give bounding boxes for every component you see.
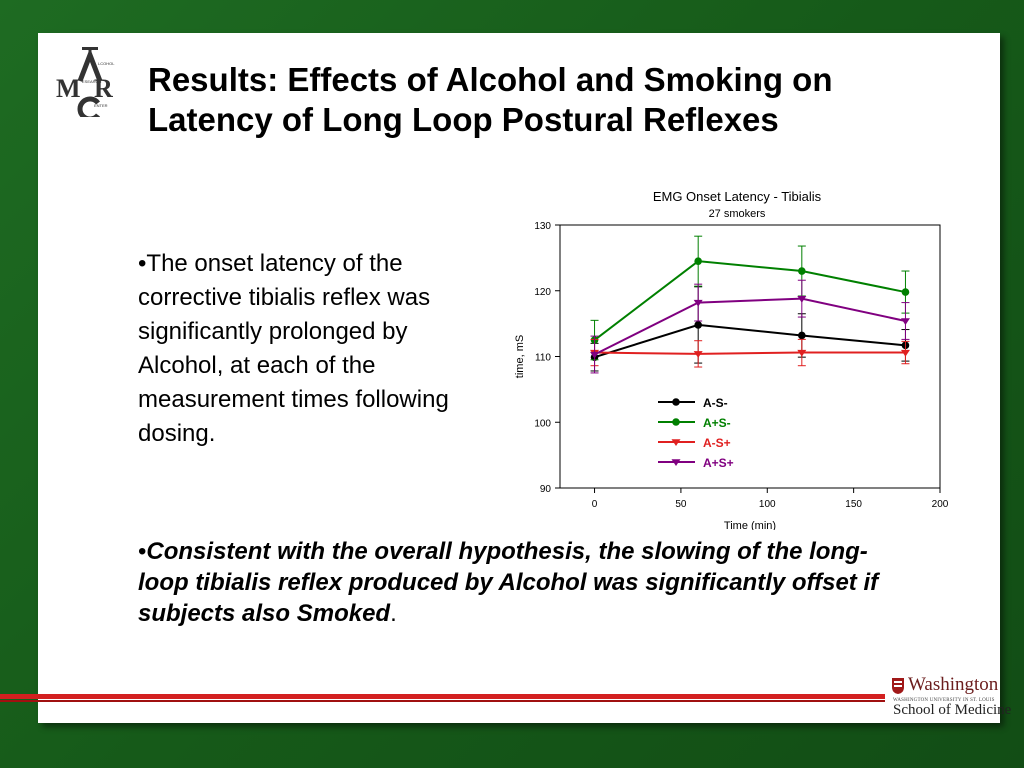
slide-title: Results: Effects of Alcohol and Smoking … bbox=[148, 61, 833, 138]
x-tick-label: 0 bbox=[592, 499, 598, 510]
svg-text:M: M bbox=[56, 74, 81, 103]
body-bullet: •The onset latency of the corrective tib… bbox=[138, 250, 449, 447]
x-tick-label: 100 bbox=[759, 499, 776, 510]
x-tick-label: 50 bbox=[675, 499, 687, 510]
data-point bbox=[798, 267, 806, 275]
legend-label: A-S+ bbox=[703, 436, 731, 450]
svg-text:ENTER: ENTER bbox=[94, 103, 108, 108]
legend-label: A+S- bbox=[703, 416, 731, 430]
data-point bbox=[797, 295, 807, 303]
plot-frame bbox=[559, 224, 941, 489]
svg-text:ESEARCH: ESEARCH bbox=[82, 79, 101, 84]
y-tick-label: 110 bbox=[535, 353, 551, 364]
footer-rule-shadow bbox=[0, 700, 885, 702]
x-axis-label: Time (min) bbox=[724, 520, 776, 530]
data-point bbox=[900, 318, 910, 326]
data-point bbox=[693, 351, 703, 358]
data-point bbox=[901, 288, 910, 296]
conclusion-bullet: •Consistent with the overall hypothesis,… bbox=[138, 536, 898, 629]
alcohol-research-center-logo: M R LCOHOL ESEARCH ENTER bbox=[56, 47, 115, 117]
legend-marker bbox=[671, 459, 681, 467]
svg-text:R: R bbox=[94, 74, 113, 103]
x-tick-label: 150 bbox=[845, 499, 862, 510]
school-of-medicine-label: School of Medicine bbox=[893, 702, 1012, 718]
footer-rule bbox=[0, 694, 885, 699]
data-point bbox=[798, 331, 806, 340]
series-line bbox=[594, 351, 906, 355]
y-tick-label: 130 bbox=[534, 221, 551, 232]
washington-subline: WASHINGTON UNIVERSITY IN ST. LOUIS bbox=[893, 698, 995, 703]
legend-marker bbox=[671, 439, 681, 447]
data-point bbox=[694, 321, 702, 329]
conclusion-emphasis: Consistent with the overall hypothesis, … bbox=[138, 538, 879, 627]
emg-latency-chart: EMG Onset Latency - Tibialis 27 smokers 90… bbox=[514, 189, 949, 530]
legend-label: A+S+ bbox=[703, 456, 734, 470]
washington-wordmark: Washington bbox=[908, 674, 999, 695]
data-point bbox=[693, 299, 703, 307]
slide-card bbox=[38, 33, 1000, 723]
chart-subtitle: 27 smokers bbox=[709, 208, 766, 220]
data-point bbox=[900, 349, 910, 357]
svg-text:LCOHOL: LCOHOL bbox=[98, 61, 115, 66]
series-line bbox=[593, 260, 906, 341]
bullet-glyph: • bbox=[138, 538, 147, 565]
data-point bbox=[694, 257, 702, 265]
series-line bbox=[594, 297, 906, 356]
data-point bbox=[590, 351, 600, 359]
series-line bbox=[594, 323, 906, 359]
legend-marker bbox=[672, 398, 680, 406]
conclusion-period: . bbox=[390, 600, 397, 627]
chart-title: EMG Onset Latency - Tibialis bbox=[653, 189, 822, 204]
y-axis-label: time, mS bbox=[514, 335, 526, 378]
y-tick-label: 90 bbox=[540, 484, 552, 495]
legend-label: A-S- bbox=[703, 396, 728, 410]
y-tick-label: 120 bbox=[534, 287, 551, 298]
washington-shield-icon bbox=[892, 678, 904, 694]
x-tick-label: 200 bbox=[932, 499, 949, 510]
data-point bbox=[797, 349, 807, 357]
legend-marker bbox=[672, 418, 680, 426]
y-tick-label: 100 bbox=[534, 418, 551, 429]
